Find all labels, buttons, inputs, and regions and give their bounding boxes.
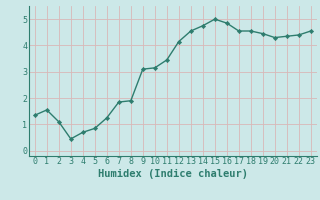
X-axis label: Humidex (Indice chaleur): Humidex (Indice chaleur) — [98, 169, 248, 179]
